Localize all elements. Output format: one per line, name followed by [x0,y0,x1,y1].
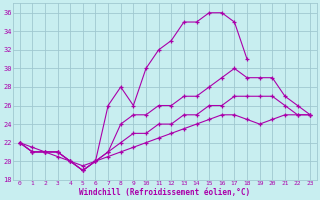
X-axis label: Windchill (Refroidissement éolien,°C): Windchill (Refroidissement éolien,°C) [79,188,251,197]
